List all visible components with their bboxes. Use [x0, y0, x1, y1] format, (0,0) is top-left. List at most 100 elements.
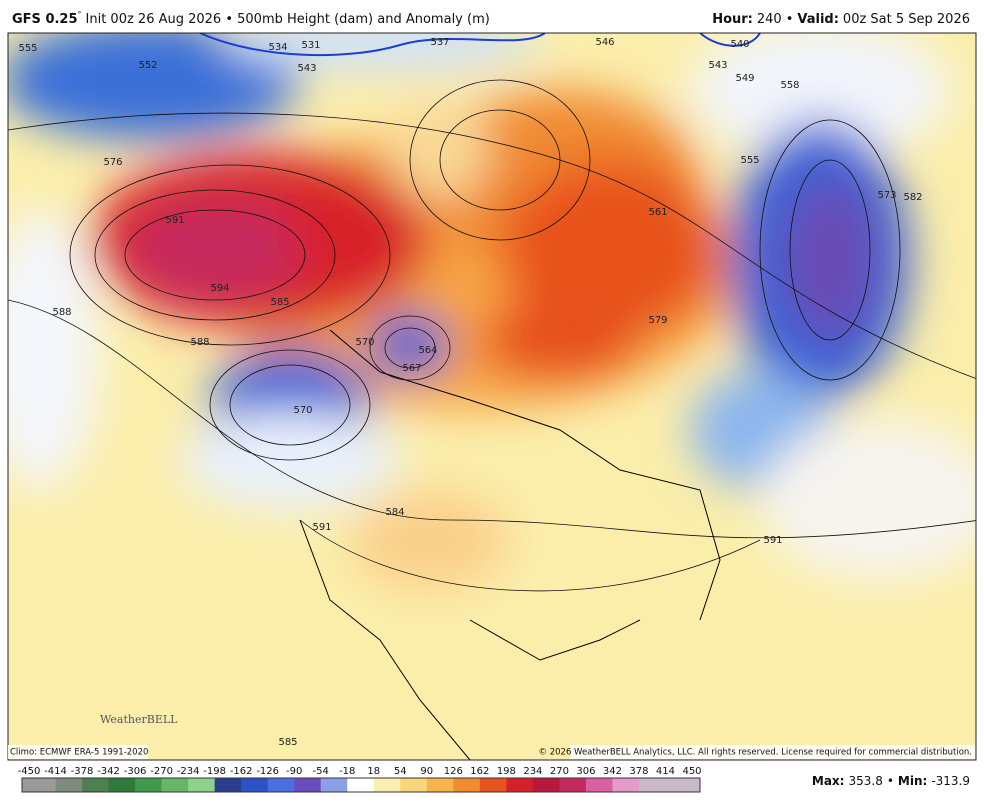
colorbar-tick-label: 126	[444, 766, 463, 777]
max-label: Max:	[812, 774, 845, 788]
colorbar-tick-label: -306	[124, 766, 147, 777]
colorbar-segment	[506, 778, 534, 792]
colorbar-tick-label: 306	[576, 766, 595, 777]
colorbar-tick-label: 162	[470, 766, 489, 777]
colorbar-segment	[29, 778, 57, 792]
contour-label: 591	[165, 215, 184, 226]
colorbar-tick-label: -378	[71, 766, 94, 777]
contour-label: 579	[648, 315, 667, 326]
colorbar-tick-label: -234	[177, 766, 200, 777]
contour-label: 591	[763, 535, 782, 546]
contour-label: 555	[18, 43, 37, 54]
contour-label: 561	[648, 207, 667, 218]
contour-label: 558	[780, 80, 799, 91]
logo: WeatherBELL	[100, 713, 178, 726]
colorbar-tick-label: 414	[656, 766, 675, 777]
contour-label: 570	[293, 405, 312, 416]
colorbar-segment	[373, 778, 401, 792]
height-contours	[8, 79, 976, 592]
contour-label: 540	[730, 39, 749, 50]
colorbar-tick-label: -162	[230, 766, 253, 777]
colorbar-segment	[479, 778, 507, 792]
colorbar-segment	[638, 778, 666, 792]
contour-label: 567	[402, 363, 421, 374]
copyright-bg	[570, 745, 975, 759]
colorbar-end	[22, 778, 29, 792]
copyright: © 2026 WeatherBELL Analytics, LLC. All r…	[539, 748, 972, 758]
contour-label: 549	[735, 73, 754, 84]
min-label: Min:	[898, 774, 927, 788]
colorbar-tick-label: 342	[603, 766, 622, 777]
colorbar-segment	[294, 778, 322, 792]
colorbar-segment	[161, 778, 189, 792]
colorbar-segment	[532, 778, 560, 792]
contour-labels: 555 552 576 591 594 585 588 570 567 564 570 579 561 5…	[18, 37, 922, 748]
climo: Climo: ECMWF ERA-5 1991-2020	[10, 748, 148, 758]
colorbar-segment	[188, 778, 216, 792]
contour-label: 546	[595, 37, 614, 48]
contour-label: 531	[301, 40, 320, 51]
colorbar-segment	[347, 778, 375, 792]
boundaries	[299, 329, 721, 760]
colorbar-tick-label: 18	[367, 766, 380, 777]
colorbar-segment	[665, 778, 693, 792]
degree: °	[78, 10, 82, 19]
colorbar-tick-label: 90	[420, 766, 433, 777]
colorbar-tick-label: -198	[203, 766, 226, 777]
colorbar-segment	[135, 778, 163, 792]
colorbar-tick-label: -450	[18, 766, 41, 777]
contour-label: 582	[903, 192, 922, 203]
anomaly-field	[8, 33, 976, 590]
blue-contour	[199, 33, 761, 57]
contour-label: 537	[430, 37, 449, 48]
colorbar-tick-label: 270	[550, 766, 569, 777]
contour-label: 576	[103, 157, 122, 168]
colorbar-segment	[267, 778, 295, 792]
contour-label: 543	[708, 60, 727, 71]
map-frame	[7, 32, 977, 761]
colorbar-tick-label: 378	[629, 766, 648, 777]
colorbar-segment	[585, 778, 613, 792]
colorbar-tick-label: -18	[339, 766, 355, 777]
colorbar-tick-label: -414	[44, 766, 67, 777]
contour-label: 573	[877, 190, 896, 201]
colorbar: -450 -414 -378 -342 -306 -270 -234 -198 -162 -126…	[18, 766, 702, 793]
contour-label: 588	[52, 307, 71, 318]
colorbar-end	[692, 778, 700, 792]
colorbar-segment	[426, 778, 454, 792]
valid: 00z Sat 5 Sep 2026	[843, 12, 970, 27]
contour-label: 534	[268, 42, 287, 53]
separator: •	[786, 12, 794, 27]
climo-bg	[8, 745, 148, 759]
valid-label: Valid:	[797, 12, 839, 27]
colorbar-tick-label: -342	[97, 766, 120, 777]
colorbar-tick-label: -90	[286, 766, 302, 777]
max: 353.8	[848, 774, 882, 788]
max-min: Max: 353.8 • Min: -313.9	[812, 774, 970, 788]
hour-label: Hour:	[712, 12, 753, 27]
contour-label: 584	[385, 507, 404, 518]
contour-label: 570	[355, 337, 374, 348]
colorbar-segment	[453, 778, 481, 792]
contour-label: 588	[190, 337, 209, 348]
colorbar-tick-label: 198	[497, 766, 516, 777]
colorbar-tick-label: -126	[256, 766, 279, 777]
colorbar-segment	[400, 778, 428, 792]
contour-label: 564	[418, 345, 437, 356]
colorbar-segment	[214, 778, 242, 792]
colorbar-tick-label: 54	[394, 766, 407, 777]
hour: 240	[757, 12, 782, 27]
contour-label: 552	[138, 60, 157, 71]
colorbar-segment	[108, 778, 136, 792]
colorbar-segment	[320, 778, 348, 792]
colorbar-segment	[55, 778, 83, 792]
colorbar-frame	[21, 777, 701, 793]
contour-label: 594	[210, 283, 229, 294]
contour-label: 585	[278, 737, 297, 748]
contour-label: 585	[270, 297, 289, 308]
model: GFS 0.25	[12, 12, 78, 27]
colorbar-tick-label: 234	[523, 766, 542, 777]
colorbar-segment	[82, 778, 110, 792]
